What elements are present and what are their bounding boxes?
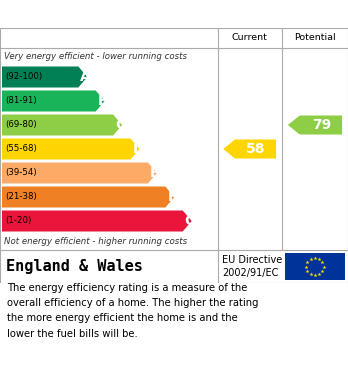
- Polygon shape: [2, 138, 140, 160]
- Text: F: F: [167, 190, 177, 204]
- Text: EU Directive
2002/91/EC: EU Directive 2002/91/EC: [222, 255, 283, 278]
- Text: (69-80): (69-80): [5, 120, 37, 129]
- Text: Not energy efficient - higher running costs: Not energy efficient - higher running co…: [4, 237, 187, 246]
- Polygon shape: [2, 210, 192, 231]
- Polygon shape: [2, 66, 87, 88]
- Text: C: C: [115, 118, 125, 132]
- Polygon shape: [2, 115, 122, 136]
- Text: England & Wales: England & Wales: [6, 259, 143, 274]
- Text: (39-54): (39-54): [5, 169, 37, 178]
- Bar: [285, 253, 345, 280]
- Text: (81-91): (81-91): [5, 97, 37, 106]
- Text: B: B: [98, 94, 108, 108]
- Text: (21-38): (21-38): [5, 192, 37, 201]
- Text: Energy Efficiency Rating: Energy Efficiency Rating: [5, 7, 215, 22]
- Polygon shape: [2, 187, 174, 208]
- Text: G: G: [185, 214, 196, 228]
- Text: D: D: [133, 142, 144, 156]
- Text: (55-68): (55-68): [5, 145, 37, 154]
- Text: The energy efficiency rating is a measure of the
overall efficiency of a home. T: The energy efficiency rating is a measur…: [7, 283, 259, 339]
- Text: E: E: [150, 166, 159, 180]
- Text: 79: 79: [312, 118, 331, 132]
- Text: A: A: [80, 70, 91, 84]
- Text: Very energy efficient - lower running costs: Very energy efficient - lower running co…: [4, 52, 187, 61]
- Polygon shape: [2, 163, 157, 183]
- Polygon shape: [2, 90, 105, 111]
- Text: 58: 58: [246, 142, 266, 156]
- Text: Potential: Potential: [294, 34, 336, 43]
- Text: (92-100): (92-100): [5, 72, 42, 81]
- Polygon shape: [223, 140, 276, 158]
- Text: Current: Current: [232, 34, 268, 43]
- Polygon shape: [288, 115, 342, 135]
- Text: (1-20): (1-20): [5, 217, 31, 226]
